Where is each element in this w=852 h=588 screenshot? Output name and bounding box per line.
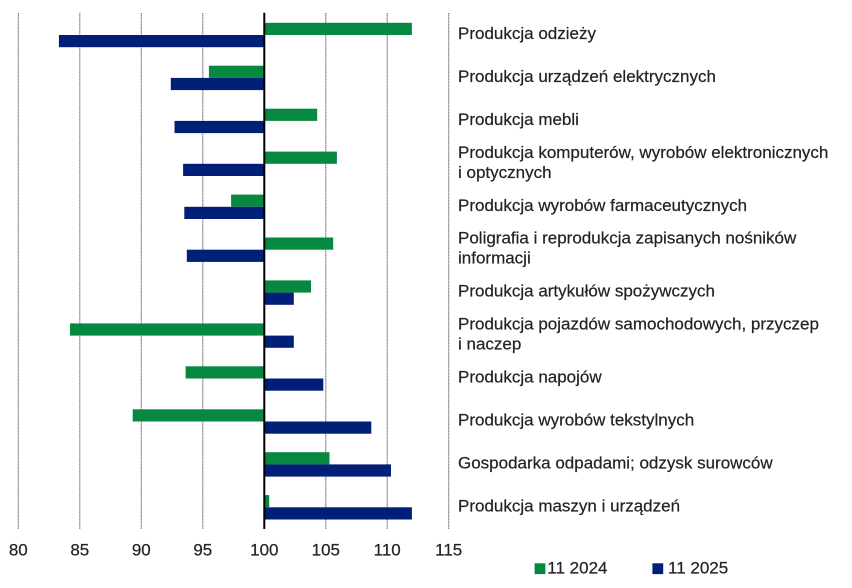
svg-text:Produkcja mebli: Produkcja mebli — [458, 110, 579, 129]
svg-text:Produkcja odzieży: Produkcja odzieży — [458, 24, 596, 43]
svg-text:Produkcja wyrobów farmaceutycz: Produkcja wyrobów farmaceutycznych — [458, 196, 747, 215]
svg-text:105: 105 — [312, 541, 340, 560]
svg-text:i naczep: i naczep — [458, 335, 521, 354]
svg-text:Produkcja wyrobów tekstylnych: Produkcja wyrobów tekstylnych — [458, 411, 694, 430]
svg-text:95: 95 — [193, 541, 212, 560]
svg-text:Produkcja napojów: Produkcja napojów — [458, 368, 602, 387]
svg-text:85: 85 — [70, 541, 89, 560]
svg-text:11 2025: 11 2025 — [668, 559, 728, 578]
svg-text:Gospodarka odpadami; odzysk su: Gospodarka odpadami; odzysk surowców — [458, 453, 773, 472]
svg-text:80: 80 — [9, 541, 28, 560]
svg-text:Produkcja maszyn i urządzeń: Produkcja maszyn i urządzeń — [458, 496, 680, 515]
svg-text:Produkcja urządzeń elektryczny: Produkcja urządzeń elektrycznych — [458, 67, 716, 86]
svg-text:110: 110 — [374, 541, 401, 560]
svg-text:Poligrafia i reprodukcja zapis: Poligrafia i reprodukcja zapisanych nośn… — [458, 229, 797, 248]
svg-text:11 2024: 11 2024 — [547, 559, 607, 578]
svg-text:informacji: informacji — [458, 249, 531, 268]
svg-text:i optycznych: i optycznych — [458, 163, 552, 182]
svg-text:90: 90 — [132, 541, 151, 560]
svg-text:Produkcja pojazdów samochodowy: Produkcja pojazdów samochodowych, przycz… — [458, 315, 819, 334]
svg-text:115: 115 — [435, 541, 462, 560]
svg-text:Produkcja artykułów spożywczyc: Produkcja artykułów spożywczych — [458, 282, 715, 301]
svg-text:100: 100 — [250, 541, 278, 560]
svg-text:Produkcja komputerów, wyrobów: Produkcja komputerów, wyrobów elektronic… — [458, 143, 828, 162]
